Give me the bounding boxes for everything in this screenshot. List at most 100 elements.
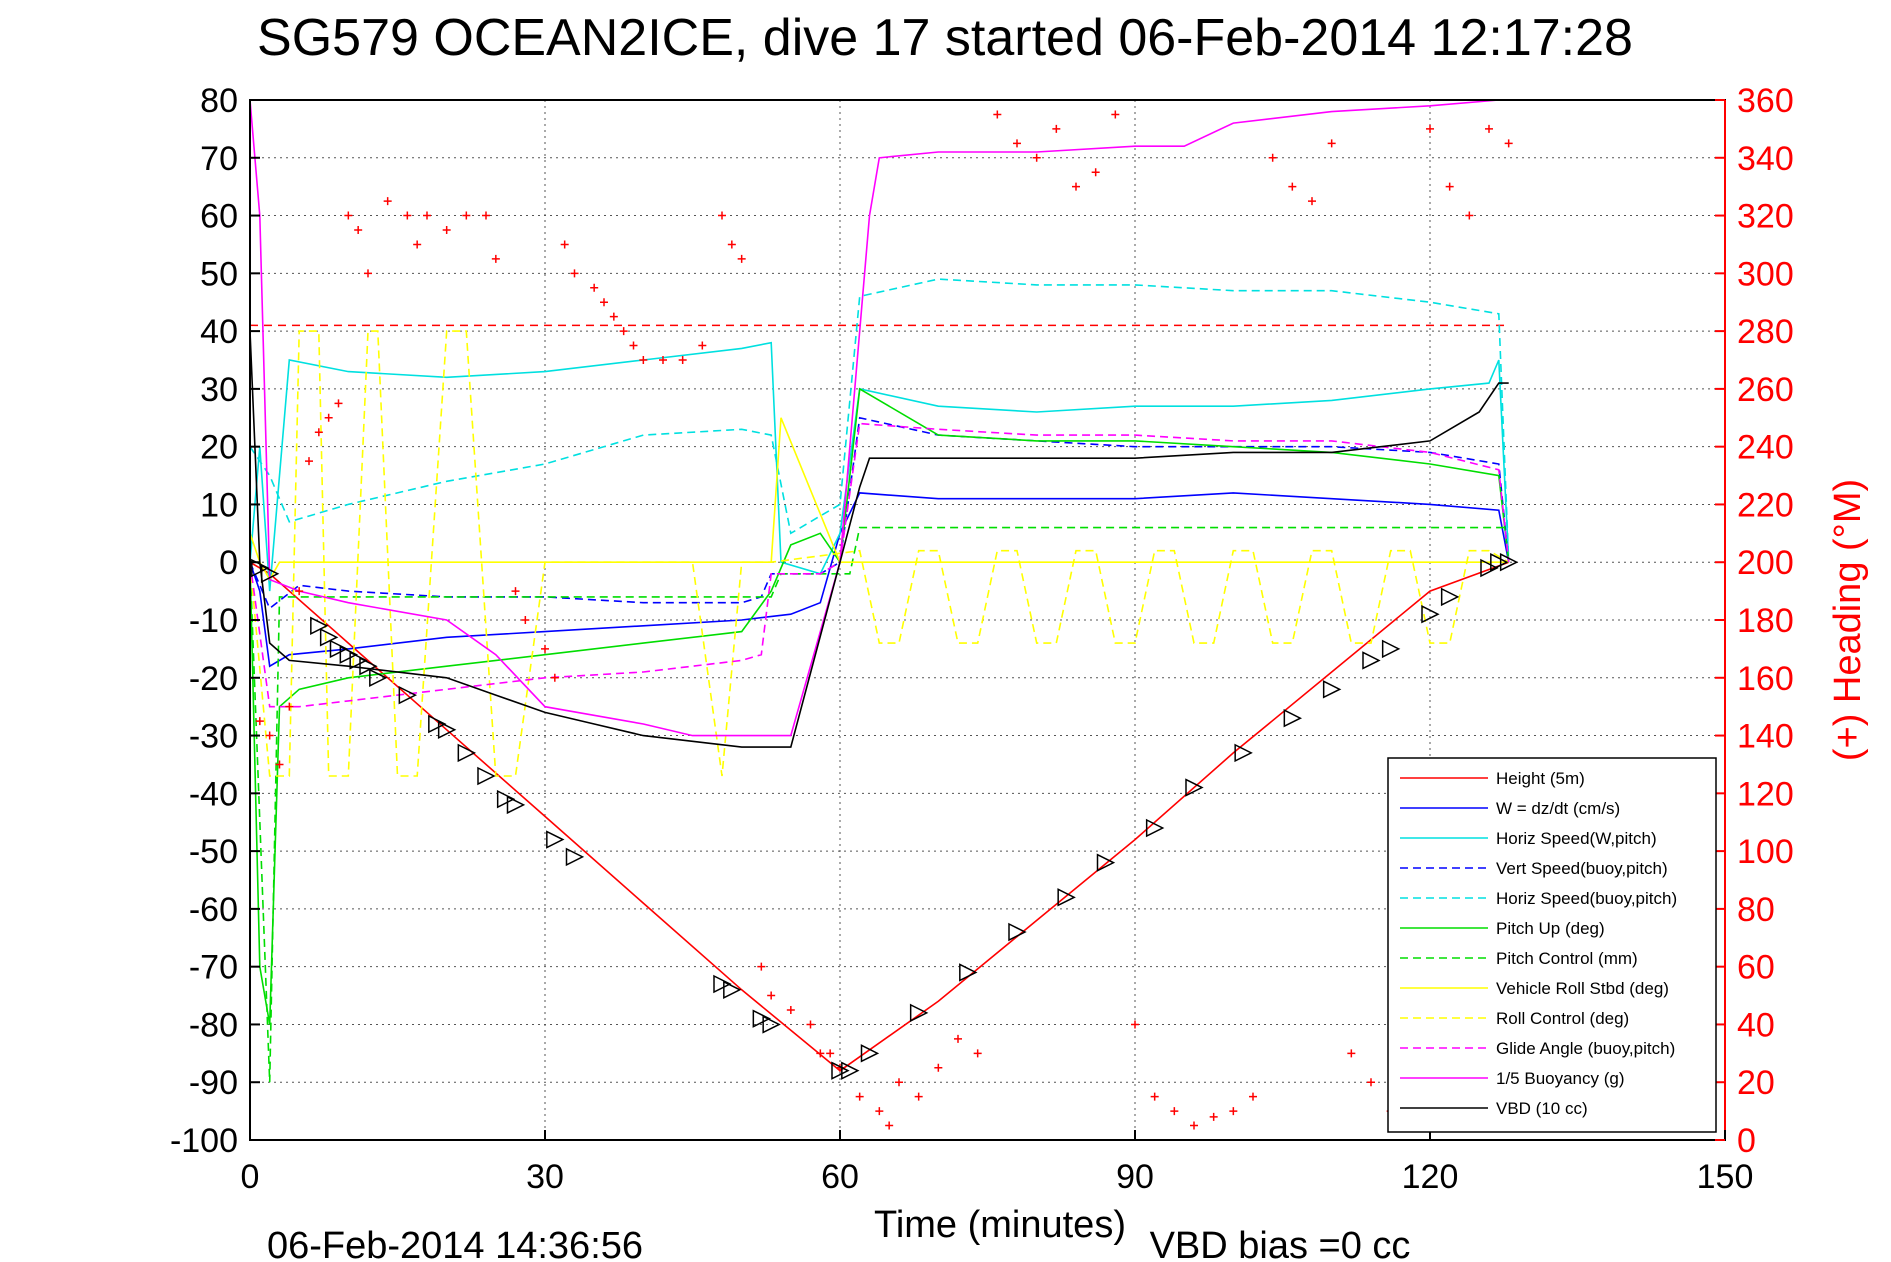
heading-point-8: [334, 399, 343, 408]
heading-point-53: [993, 110, 1002, 119]
heading-point-32: [659, 356, 667, 364]
triangle-marker-21: [762, 1015, 781, 1034]
heading-point-43: [826, 1049, 835, 1058]
right-tick-label-7: 220: [1737, 486, 1794, 524]
y-tick-label-17: -90: [189, 1064, 238, 1102]
heading-point-23: [550, 673, 559, 682]
right-tick-label-17: 20: [1737, 1064, 1775, 1102]
y-tick-label-4: 40: [200, 313, 238, 351]
heading-point-27: [600, 298, 608, 307]
y-tick-label-12: -40: [189, 775, 238, 813]
triangle-marker-13: [477, 766, 496, 786]
triangle-marker-6: [349, 651, 368, 670]
x-tick-label-5: 150: [1697, 1158, 1754, 1196]
right-tick-label-9: 180: [1737, 602, 1794, 640]
y-tick-label-0: 80: [200, 82, 238, 120]
heading-point-4: [295, 587, 304, 596]
right-tick-label-2: 320: [1737, 198, 1794, 236]
x-axis-label: Time (minutes): [874, 1204, 1126, 1246]
heading-point-55: [1032, 153, 1041, 162]
series-line-4: [249, 278, 1510, 563]
right-tick-label-10: 160: [1737, 660, 1794, 698]
triangle-marker-14: [496, 789, 516, 809]
legend-label-6: Pitch Control (mm): [1496, 949, 1638, 968]
heading-point-75: [1426, 124, 1434, 133]
heading-point-21: [521, 616, 530, 624]
heading-point-56: [1052, 124, 1061, 133]
triangle-marker-15: [506, 795, 526, 815]
series-line-6: [249, 526, 1509, 1083]
legend: Height (5m) W = dz/dt (cm/s) Horiz Speed(W…: [1387, 757, 1717, 1133]
triangle-marker-23: [841, 1061, 860, 1080]
heading-point-52: [973, 1049, 982, 1058]
triangle-marker-4: [329, 639, 349, 659]
right-tick-label-3: 300: [1737, 255, 1794, 293]
heading-point-50: [934, 1063, 943, 1072]
legend-label-10: 1/5 Buoyancy (g): [1496, 1069, 1625, 1088]
heading-point-37: [737, 254, 746, 263]
heading-point-39: [767, 991, 776, 1000]
y-tick-label-3: 50: [200, 255, 238, 293]
heading-point-62: [1170, 1107, 1179, 1116]
triangle-marker-25: [909, 1003, 929, 1023]
heading-point-11: [364, 269, 372, 278]
heading-point-64: [1209, 1112, 1218, 1121]
y-tick-label-7: 10: [200, 486, 238, 524]
right-tick-label-5: 260: [1737, 371, 1794, 409]
y-tick-label-2: 60: [200, 198, 238, 236]
chart-title: SG579 OCEAN2ICE, dive 17 started 06-Feb-…: [257, 9, 1633, 67]
triangle-marker-10: [428, 714, 447, 734]
y-tick-label-6: 20: [200, 429, 238, 467]
heading-point-25: [570, 269, 579, 278]
series-line-5: [249, 387, 1510, 1025]
series-line-8: [249, 330, 1510, 777]
x-tick-label-0: 0: [241, 1158, 260, 1196]
heading-point-69: [1308, 197, 1316, 206]
heading-point-49: [914, 1092, 923, 1101]
y-tick-label-9: -10: [189, 602, 238, 640]
y-tick-label-5: 30: [200, 371, 238, 409]
series-line-1: [249, 492, 1510, 668]
legend-label-8: Roll Control (deg): [1496, 1009, 1629, 1028]
triangle-marker-7: [359, 657, 378, 676]
heading-point-66: [1249, 1092, 1257, 1101]
triangle-marker-37: [1421, 605, 1440, 624]
heading-point-48: [895, 1078, 903, 1087]
triangle-marker-26: [959, 963, 978, 982]
heading-point-26: [590, 283, 599, 292]
triangle-marker-36: [1381, 639, 1401, 659]
heading-point-19: [491, 254, 500, 263]
heading-point-67: [1268, 153, 1277, 162]
triangle-marker-9: [398, 685, 418, 705]
triangle-marker-19: [723, 980, 742, 999]
legend-label-7: Vehicle Roll Stbd (deg): [1496, 979, 1669, 998]
heading-point-35: [718, 211, 726, 220]
series-line-11: [249, 331, 1509, 748]
legend-label-1: W = dz/dt (cm/s): [1496, 799, 1620, 818]
y-tick-label-18: -100: [170, 1122, 238, 1160]
y-tick-label-15: -70: [189, 949, 238, 987]
triangle-marker-8: [369, 668, 388, 687]
heading-point-30: [629, 341, 638, 350]
heading-point-6: [314, 428, 323, 437]
right-tick-label-14: 80: [1737, 891, 1775, 929]
heading-point-76: [1445, 182, 1454, 191]
triangle-marker-33: [1283, 709, 1303, 728]
heading-point-18: [482, 211, 490, 220]
heading-point-34: [698, 341, 707, 350]
heading-point-71: [1347, 1049, 1356, 1058]
heading-point-72: [1367, 1078, 1375, 1087]
heading-point-46: [875, 1107, 884, 1116]
y-tick-label-1: 70: [200, 140, 238, 178]
heading-point-70: [1327, 139, 1336, 148]
heading-point-10: [354, 226, 363, 234]
heading-point-51: [954, 1034, 962, 1043]
heading-point-1: [265, 731, 274, 740]
triangle-markers: [251, 553, 1519, 1080]
y-tick-label-10: -20: [189, 660, 238, 698]
heading-point-5: [305, 457, 313, 466]
right-tick-label-18: 0: [1737, 1122, 1756, 1160]
heading-point-13: [403, 211, 412, 220]
footer-date: 06-Feb-2014 14:36:56: [267, 1225, 643, 1262]
